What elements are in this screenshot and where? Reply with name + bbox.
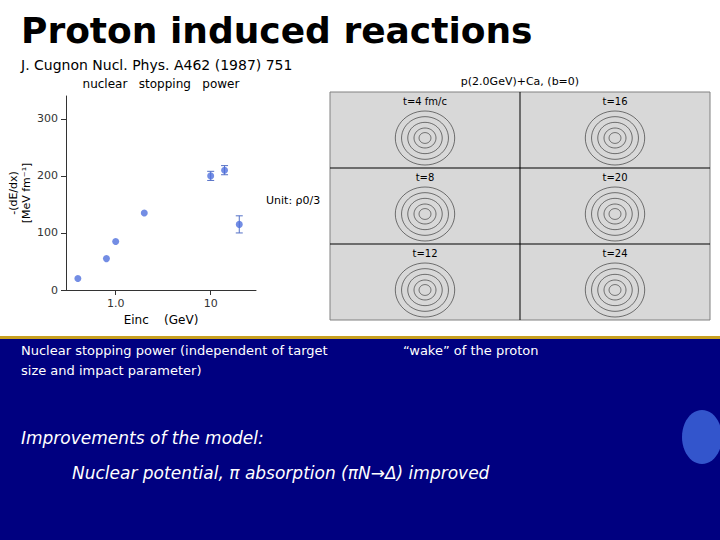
svg-text:t=8: t=8 bbox=[416, 172, 435, 183]
svg-text:Nuclear stopping power (indepe: Nuclear stopping power (independent of t… bbox=[21, 343, 328, 358]
svg-text:“wake” of the proton: “wake” of the proton bbox=[403, 343, 538, 358]
svg-text:10: 10 bbox=[204, 297, 218, 310]
svg-text:1.0: 1.0 bbox=[107, 297, 125, 310]
svg-text:[MeV fm⁻¹]: [MeV fm⁻¹] bbox=[20, 163, 33, 224]
svg-text:Unit: ρ0/3: Unit: ρ0/3 bbox=[266, 194, 320, 207]
svg-text:t=16: t=16 bbox=[602, 96, 627, 107]
svg-text:size and impact parameter): size and impact parameter) bbox=[21, 363, 202, 378]
svg-text:t=20: t=20 bbox=[602, 172, 627, 183]
svg-text:J. Cugnon Nucl. Phys. A462 (19: J. Cugnon Nucl. Phys. A462 (1987) 751 bbox=[20, 57, 292, 73]
svg-text:100: 100 bbox=[37, 226, 58, 239]
svg-text:200: 200 bbox=[37, 169, 58, 182]
svg-text:p(2.0GeV)+Ca, (b=0): p(2.0GeV)+Ca, (b=0) bbox=[461, 75, 579, 88]
svg-text:Nuclear potential, π absorptio: Nuclear potential, π absorption (πN→Δ) i… bbox=[72, 463, 490, 483]
svg-text:300: 300 bbox=[37, 112, 58, 125]
svg-text:Improvements of the model:: Improvements of the model: bbox=[21, 428, 264, 448]
svg-text:t=24: t=24 bbox=[602, 248, 627, 259]
svg-text:Proton induced reactions: Proton induced reactions bbox=[21, 10, 533, 51]
svg-text:-(dE/dx): -(dE/dx) bbox=[7, 171, 20, 215]
svg-text:t=12: t=12 bbox=[412, 248, 437, 259]
svg-text:t=4 fm/c: t=4 fm/c bbox=[403, 96, 447, 107]
svg-text:Einc (GeV): Einc (GeV) bbox=[124, 313, 199, 327]
svg-text:0: 0 bbox=[51, 284, 58, 297]
svg-text:nuclear stopping power: nuclear stopping power bbox=[83, 77, 240, 91]
